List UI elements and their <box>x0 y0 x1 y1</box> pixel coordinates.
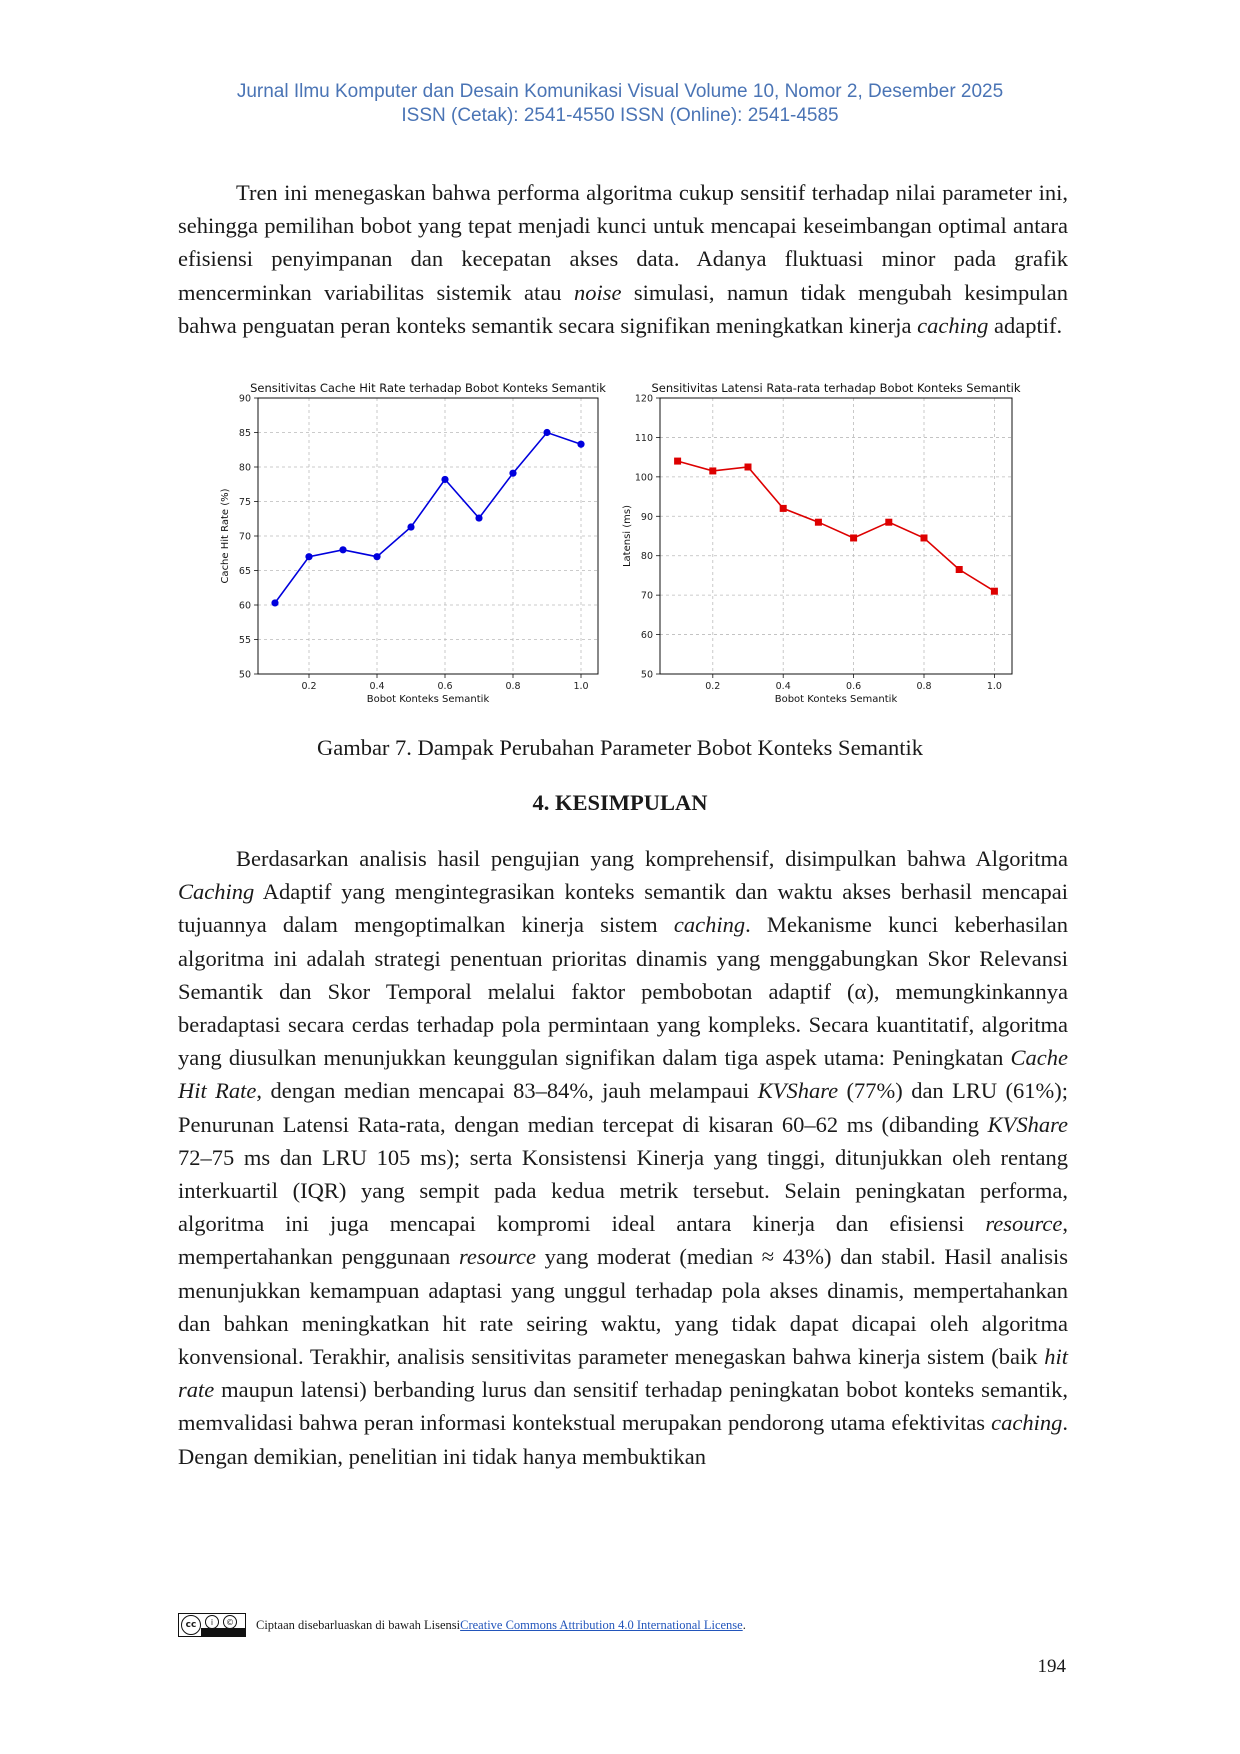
hit-rate-xtick-label: 0.4 <box>369 681 384 692</box>
latency-series-line <box>677 460 995 592</box>
hit-rate-ytick-label: 55 <box>239 635 251 646</box>
latency-ytick-label: 110 <box>635 433 653 444</box>
hit-rate-xlabel: Bobot Konteks Semantik <box>367 694 490 705</box>
hit-rate-ytick-label: 80 <box>239 463 251 474</box>
hit-rate-frame <box>257 397 599 675</box>
hit-rate-ytick-label: 65 <box>239 566 251 577</box>
latency-xlabel: Bobot Konteks Semantik <box>775 694 898 705</box>
latency-ytick-label: 90 <box>641 512 653 523</box>
cc-attribution-icon: © <box>223 1615 237 1629</box>
hit-rate-point <box>509 469 517 477</box>
hit-rate-ytick-label: 50 <box>239 670 251 681</box>
hit-rate-xtick-label: 0.8 <box>505 681 520 692</box>
latency-point <box>674 457 682 465</box>
latency-ytick-label: 100 <box>635 472 653 483</box>
latency-point <box>709 467 717 475</box>
figure-caption: Gambar 7. Dampak Perubahan Parameter Bob… <box>316 735 924 760</box>
hit-rate-point <box>271 599 279 607</box>
latency-point <box>779 504 787 512</box>
latency-ytick-label: 80 <box>641 551 653 562</box>
chart-hit-rate-svg: Sensitivitas Cache Hit Rate terhadap Bob… <box>220 381 606 705</box>
journal-title: Jurnal Ilmu Komputer dan Desain Komunika… <box>236 81 1004 102</box>
hit-rate-point <box>305 553 313 561</box>
latency-xtick-label: 0.6 <box>846 681 861 692</box>
chart-hit-rate: Sensitivitas Cache Hit Rate terhadap Bob… <box>216 380 616 720</box>
page-number: 194 <box>1037 1656 1067 1677</box>
latency-xtick-label: 0.4 <box>776 681 791 692</box>
latency-point <box>744 463 752 471</box>
hit-rate-ytick-label: 85 <box>239 428 251 439</box>
cc-license-badge: cc i © <box>178 1613 246 1637</box>
latency-title: Sensitivitas Latensi Rata-rata terhadap … <box>651 381 1020 395</box>
hit-rate-point <box>373 553 381 561</box>
hit-rate-title: Sensitivitas Cache Hit Rate terhadap Bob… <box>250 381 606 395</box>
hit-rate-ytick-label: 70 <box>239 532 251 543</box>
latency-xtick-label: 1.0 <box>987 681 1002 692</box>
latency-ytick-label: 120 <box>635 394 653 405</box>
hit-rate-point <box>543 428 551 437</box>
hit-rate-ytick-label: 75 <box>239 497 251 508</box>
latency-point <box>990 587 998 595</box>
hit-rate-point <box>407 523 415 531</box>
hit-rate-point <box>339 546 347 554</box>
chart-latency: Sensitivitas Latensi Rata-rata terhadap … <box>618 380 1030 720</box>
cc-logo-icon: cc <box>181 1615 201 1635</box>
paragraph-conclusion: Berdasarkan analisis hasil pengujian yan… <box>178 846 1069 1469</box>
hit-rate-ytick-label: 60 <box>239 601 251 612</box>
journal-issn: ISSN (Cetak): 2541-4550 ISSN (Online): 2… <box>401 105 839 126</box>
latency-ytick-label: 50 <box>641 670 653 681</box>
license-link[interactable]: Creative Commons Attribution 4.0 Interna… <box>460 1617 743 1632</box>
hit-rate-ylabel: Cache Hit Rate (%) <box>220 488 231 583</box>
hit-rate-point <box>577 440 585 448</box>
latency-xtick-label: 0.2 <box>705 681 720 692</box>
latency-point <box>955 566 963 574</box>
latency-point <box>850 534 858 542</box>
license-text: Ciptaan disebarluaskan di bawah Lisensi <box>256 1617 461 1632</box>
hit-rate-xtick-label: 0.2 <box>301 681 316 692</box>
hit-rate-xtick-label: 0.6 <box>437 681 452 692</box>
latency-point <box>814 518 822 526</box>
hit-rate-point <box>441 475 449 484</box>
latency-point <box>920 534 928 542</box>
latency-ytick-label: 60 <box>641 630 653 641</box>
latency-xtick-label: 0.8 <box>916 681 931 692</box>
latency-frame <box>659 397 1013 675</box>
chart-latency-svg: Sensitivitas Latensi Rata-rata terhadap … <box>622 381 1021 705</box>
cc-badge-band <box>201 1628 245 1636</box>
license-end: . <box>742 1617 746 1632</box>
hit-rate-point <box>475 514 483 522</box>
hit-rate-xtick-label: 1.0 <box>573 681 588 692</box>
license-footer: cc i © Ciptaan disebarluaskan di bawah L… <box>178 1612 1078 1638</box>
latency-ylabel: Latensi (ms) <box>622 505 633 567</box>
hit-rate-ytick-label: 90 <box>239 394 251 405</box>
latency-point <box>885 518 893 526</box>
hit-rate-series-line <box>274 431 582 604</box>
latency-ytick-label: 70 <box>641 591 653 602</box>
paragraph-intro: Tren ini menegaskan bahwa performa algor… <box>178 180 1068 338</box>
section-title: 4. KESIMPULAN <box>532 790 708 815</box>
cc-by-icon: i <box>205 1615 219 1629</box>
